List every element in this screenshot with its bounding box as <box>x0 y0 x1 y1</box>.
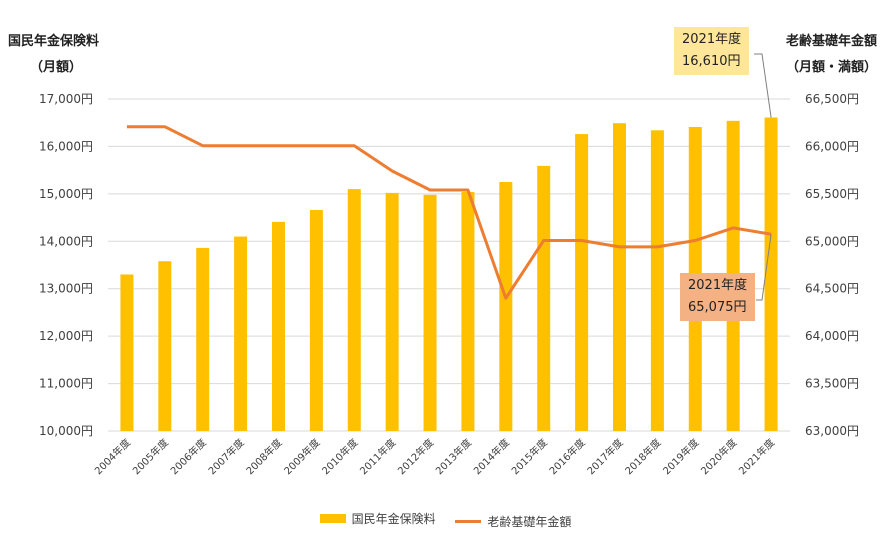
callout-leaders <box>754 53 772 301</box>
x-tick-label: 2017年度 <box>584 436 625 477</box>
bar <box>196 247 210 431</box>
x-tick-label: 2007年度 <box>205 436 246 477</box>
bar <box>537 165 551 432</box>
right-axis-title: 老齢基礎年金額 <box>786 34 878 49</box>
right-tick-label: 66,000円 <box>805 139 859 153</box>
right-tick-label: 65,000円 <box>805 234 859 248</box>
bar-series <box>120 117 778 432</box>
bar <box>347 189 361 431</box>
x-tick-label: 2018年度 <box>622 436 663 477</box>
legend-bar-swatch <box>319 514 346 523</box>
pension-callout-year: 2021年度 <box>688 278 748 293</box>
right-axis-ticks: 63,000円 63,500円 64,000円 64,500円 65,000円 65,50… <box>805 92 859 438</box>
x-tick-label: 2010年度 <box>319 436 360 477</box>
right-tick-label: 64,000円 <box>805 329 859 343</box>
pension-callout: 2021年度 65,075円 <box>680 273 756 321</box>
left-axis-unit: （月額） <box>30 60 83 75</box>
x-tick-label: 2012年度 <box>395 436 436 477</box>
premium-callout-value: 16,610円 <box>682 54 741 69</box>
x-tick-label: 2009年度 <box>281 436 322 477</box>
left-tick-label: 13,000円 <box>39 282 93 296</box>
line-series <box>126 125 772 300</box>
x-tick-label: 2006年度 <box>168 436 209 477</box>
x-tick-label: 2020年度 <box>698 436 739 477</box>
left-tick-label: 16,000円 <box>39 139 93 153</box>
premium-callout-year: 2021年度 <box>682 32 742 47</box>
left-axis-title: 国民年金保険料 <box>8 34 100 49</box>
bar <box>461 191 475 431</box>
right-tick-label: 63,000円 <box>805 424 859 438</box>
bar <box>650 130 664 431</box>
x-tick-label: 2008年度 <box>243 436 284 477</box>
premium-callout: 2021年度 16,610円 <box>674 27 750 75</box>
x-tick-label: 2019年度 <box>660 436 701 477</box>
bar <box>234 236 248 431</box>
x-tick-label: 2014年度 <box>471 436 512 477</box>
bar <box>764 117 778 432</box>
pension-callout-value: 65,075円 <box>688 300 747 315</box>
bar <box>613 123 626 431</box>
right-axis-unit: （月額・満額） <box>786 60 878 75</box>
bar <box>385 192 399 431</box>
premium-leader <box>754 53 772 118</box>
right-tick-label: 65,500円 <box>805 187 859 201</box>
left-tick-label: 17,000円 <box>39 92 93 106</box>
bar <box>158 261 172 431</box>
x-axis-ticks: 2004年度2005年度2006年度2007年度2008年度2009年度2010… <box>92 436 777 477</box>
legend-label-premium: 国民年金保険料 <box>351 512 436 526</box>
bar <box>120 274 134 431</box>
left-tick-label: 11,000円 <box>39 377 93 391</box>
left-tick-label: 14,000円 <box>39 234 93 248</box>
bar <box>575 134 589 431</box>
x-tick-label: 2004年度 <box>92 436 133 477</box>
legend-line-swatch <box>455 520 482 523</box>
x-tick-label: 2011年度 <box>357 436 398 477</box>
bar <box>499 182 513 431</box>
bar <box>272 221 285 431</box>
bar <box>423 194 437 431</box>
gridlines <box>108 98 790 432</box>
right-tick-label: 63,500円 <box>805 377 859 391</box>
left-tick-label: 10,000円 <box>39 424 93 438</box>
x-tick-label: 2021年度 <box>736 436 777 477</box>
x-tick-label: 2005年度 <box>130 436 171 477</box>
left-axis-ticks: 10,000円 11,000円 12,000円 13,000円 14,000円 15,00… <box>39 92 93 438</box>
right-tick-label: 64,500円 <box>805 282 859 296</box>
legend-item-pension: 老齢基礎年金額 <box>455 513 571 530</box>
legend: 国民年金保険料 老齢基礎年金額 <box>0 510 891 530</box>
left-tick-label: 15,000円 <box>39 187 93 201</box>
right-tick-label: 66,500円 <box>805 92 859 106</box>
bar <box>309 209 323 431</box>
left-tick-label: 12,000円 <box>39 329 93 343</box>
x-tick-label: 2013年度 <box>433 436 474 477</box>
pension-leader <box>756 234 772 301</box>
x-tick-label: 2015年度 <box>509 436 550 477</box>
legend-label-pension: 老齢基礎年金額 <box>487 515 572 529</box>
legend-item-premium: 国民年金保険料 <box>319 510 436 527</box>
x-tick-label: 2016年度 <box>546 436 587 477</box>
